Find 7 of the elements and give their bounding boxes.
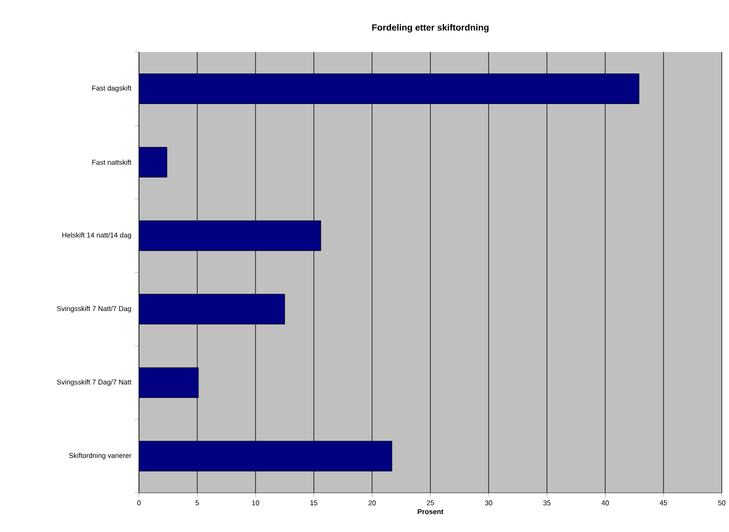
- bar: [138, 147, 168, 178]
- bar: [138, 294, 285, 324]
- bar: [138, 440, 392, 472]
- bar: [138, 220, 322, 252]
- bar: [138, 74, 640, 104]
- bar: [138, 367, 199, 398]
- chart-title: Fordeling etter skiftordning: [372, 24, 488, 33]
